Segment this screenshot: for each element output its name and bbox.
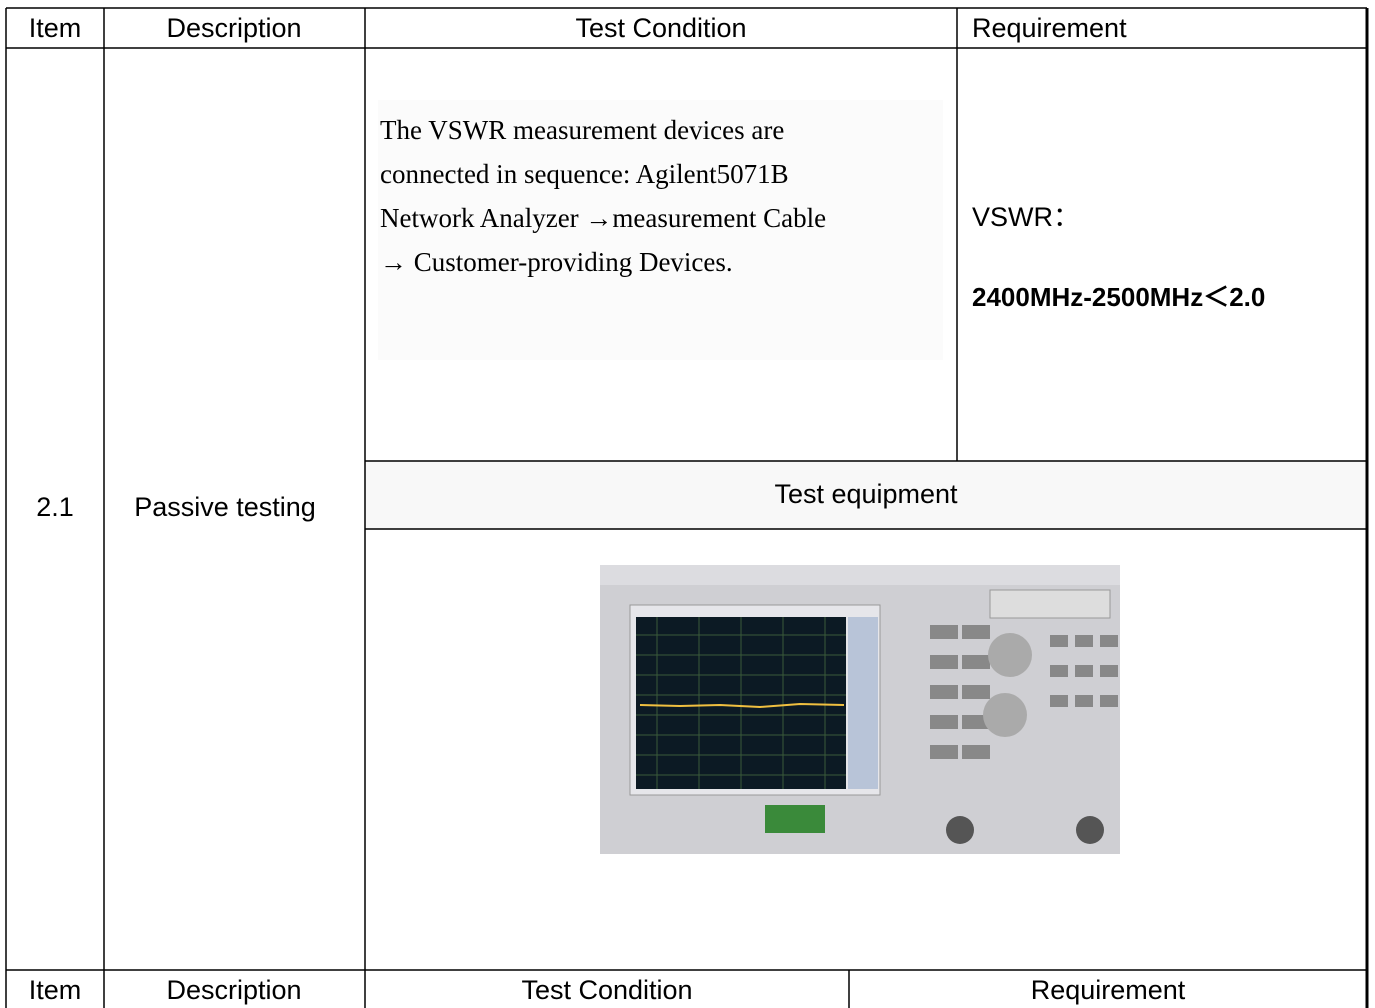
header-item: Item <box>28 13 82 43</box>
next-header-description: Description <box>166 975 302 1005</box>
requirement-label: VSWR： <box>972 202 1080 232</box>
equipment-heading: Test equipment <box>774 479 958 509</box>
header-requirement: Requirement <box>972 13 1127 43</box>
next-header-test-condition: Test Condition <box>521 975 693 1005</box>
condition-line: connected in sequence: Agilent5071B <box>380 159 789 189</box>
text-bg <box>378 100 943 360</box>
requirement-value: 2400MHz-2500MHz＜2.0 <box>972 282 1266 312</box>
condition-line: Network Analyzer →measurement Cable <box>380 203 827 233</box>
header-description: Description <box>166 13 302 43</box>
condition-line: → Customer-providing Devices. <box>380 247 733 277</box>
item-number: 2.1 <box>36 492 74 522</box>
equipment-photo <box>600 565 1120 854</box>
next-header-item: Item <box>28 975 82 1005</box>
next-header-requirement: Requirement <box>1030 975 1186 1005</box>
description: Passive testing <box>134 492 316 522</box>
header-test-condition: Test Condition <box>575 13 747 43</box>
heading-bg <box>365 461 1366 529</box>
condition-line: The VSWR measurement devices are <box>380 115 785 145</box>
